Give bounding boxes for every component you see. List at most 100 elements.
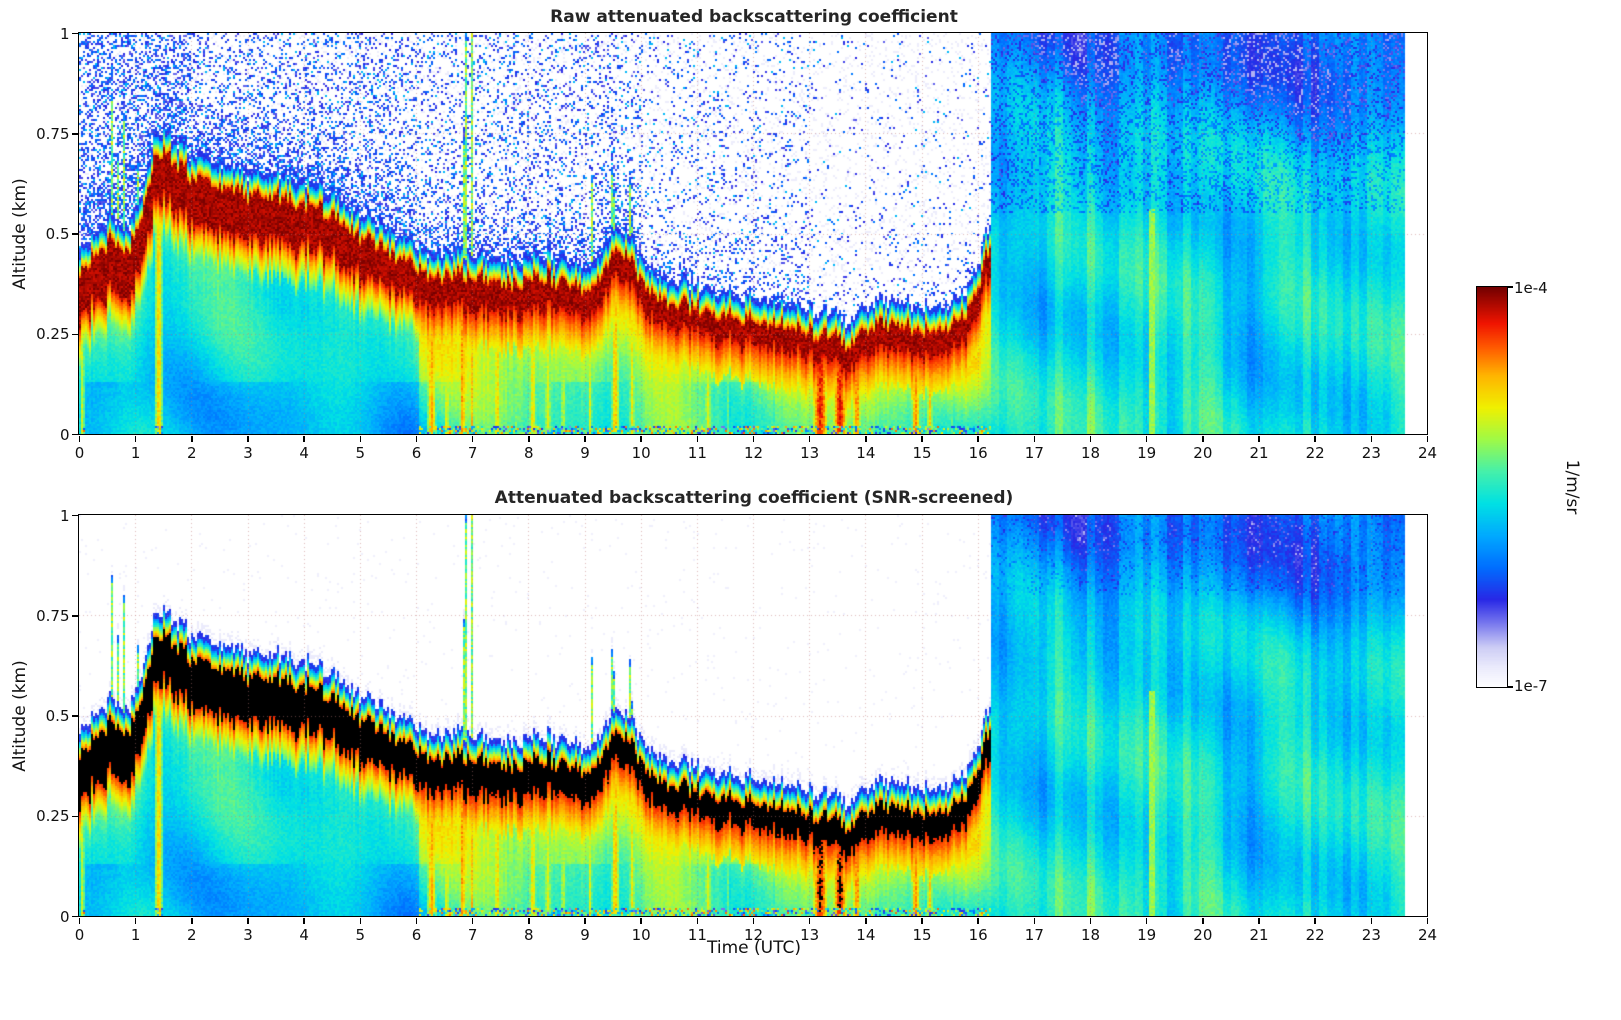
x-tick-mark	[1145, 918, 1148, 924]
y-tick-label: 0.5	[45, 707, 70, 725]
heatmap-panel-screened	[78, 514, 1428, 917]
x-tick-label: 1	[130, 443, 141, 462]
x-tick-mark	[1258, 918, 1260, 924]
x-tick-label: 13	[800, 925, 820, 944]
y-tick-label: 1	[59, 506, 70, 525]
x-tick-label: 12	[743, 925, 764, 944]
x-tick-mark	[584, 918, 586, 924]
y-tick-label: 0.75	[36, 124, 70, 143]
y-tick-mark	[71, 715, 78, 717]
heatmap-panel-raw	[78, 32, 1428, 435]
x-tick-label: 8	[524, 443, 534, 462]
colorbar-tick-mark-max	[1508, 286, 1513, 288]
x-tick-mark	[865, 436, 867, 442]
x-tick-label: 24	[1417, 443, 1438, 462]
x-tick-mark	[640, 436, 642, 442]
x-tick-label: 19	[1137, 925, 1157, 944]
x-tick-mark	[1426, 918, 1429, 924]
colorbar-unit-label: 1/m/sr	[1562, 459, 1582, 515]
panel-title-raw: Raw attenuated backscattering coefficien…	[550, 7, 958, 27]
x-tick-label: 3	[243, 925, 253, 944]
x-tick-label: 6	[411, 443, 422, 462]
y-tick-mark	[71, 333, 78, 335]
x-tick-mark	[752, 918, 755, 924]
x-tick-mark	[1370, 918, 1373, 924]
x-tick-label: 11	[687, 443, 707, 462]
x-tick-mark	[191, 918, 193, 924]
x-tick-label: 15	[912, 443, 932, 462]
x-tick-label: 2	[187, 925, 197, 944]
x-tick-mark	[191, 436, 193, 442]
x-tick-label: 1	[130, 925, 141, 944]
x-tick-mark	[1089, 918, 1092, 924]
y-tick-mark	[71, 233, 78, 235]
x-tick-label: 22	[1305, 443, 1325, 462]
x-tick-label: 12	[743, 443, 764, 462]
x-tick-label: 5	[355, 443, 366, 462]
y-tick-label: 0	[59, 425, 70, 444]
x-tick-label: 22	[1305, 925, 1325, 944]
x-tick-label: 10	[631, 925, 651, 944]
x-tick-mark	[640, 918, 642, 924]
colorbar-max-label: 1e-4	[1514, 279, 1548, 297]
x-tick-mark	[1145, 436, 1148, 442]
x-tick-label: 16	[968, 443, 988, 462]
x-tick-label: 13	[800, 443, 820, 462]
x-tick-mark	[808, 436, 811, 442]
x-tick-mark	[528, 436, 530, 442]
x-tick-mark	[415, 436, 418, 442]
x-tick-label: 9	[580, 443, 590, 462]
y-tick-label: 0	[59, 907, 70, 926]
x-tick-mark	[78, 436, 81, 442]
x-tick-mark	[584, 436, 586, 442]
x-tick-mark	[1033, 436, 1036, 442]
x-tick-mark	[977, 436, 979, 442]
y-tick-label: 1	[59, 24, 70, 43]
x-tick-mark	[865, 918, 867, 924]
x-tick-label: 7	[467, 925, 478, 944]
x-tick-label: 0	[74, 925, 85, 944]
x-tick-mark	[808, 918, 811, 924]
x-tick-mark	[247, 436, 249, 442]
x-tick-mark	[471, 918, 474, 924]
x-tick-mark	[359, 436, 362, 442]
x-tick-label: 23	[1361, 925, 1381, 944]
heatmap-canvas-screened	[79, 515, 1427, 916]
x-tick-mark	[1033, 918, 1036, 924]
colorbar-tick-mark-min	[1508, 686, 1513, 688]
x-tick-mark	[1089, 436, 1092, 442]
x-tick-mark	[1426, 436, 1429, 442]
x-tick-label: 17	[1024, 443, 1044, 462]
colorbar-canvas	[1477, 287, 1507, 687]
x-tick-label: 6	[411, 925, 422, 944]
x-tick-mark	[1314, 918, 1316, 924]
x-tick-mark	[1314, 436, 1316, 442]
x-tick-mark	[134, 918, 137, 924]
x-tick-label: 14	[856, 925, 876, 944]
x-tick-mark	[696, 918, 699, 924]
x-tick-mark	[1258, 436, 1260, 442]
x-tick-label: 9	[580, 925, 590, 944]
x-tick-label: 11	[687, 925, 707, 944]
x-tick-label: 3	[243, 443, 253, 462]
x-tick-label: 17	[1024, 925, 1044, 944]
x-tick-mark	[977, 918, 979, 924]
x-tick-label: 18	[1080, 925, 1101, 944]
x-tick-label: 10	[631, 443, 651, 462]
y-tick-label: 0.25	[36, 325, 70, 344]
x-axis-label: Time (UTC)	[707, 938, 801, 958]
x-tick-mark	[134, 436, 137, 442]
x-tick-mark	[247, 918, 249, 924]
y-tick-label: 0.75	[36, 606, 70, 625]
x-tick-mark	[1202, 436, 1204, 442]
x-tick-mark	[921, 918, 923, 924]
x-tick-label: 21	[1249, 925, 1269, 944]
x-tick-label: 7	[467, 443, 478, 462]
x-tick-label: 19	[1137, 443, 1157, 462]
x-tick-mark	[696, 436, 699, 442]
y-tick-mark	[71, 514, 78, 517]
y-tick-mark	[71, 433, 78, 436]
x-tick-label: 8	[524, 925, 534, 944]
x-tick-mark	[78, 918, 81, 924]
